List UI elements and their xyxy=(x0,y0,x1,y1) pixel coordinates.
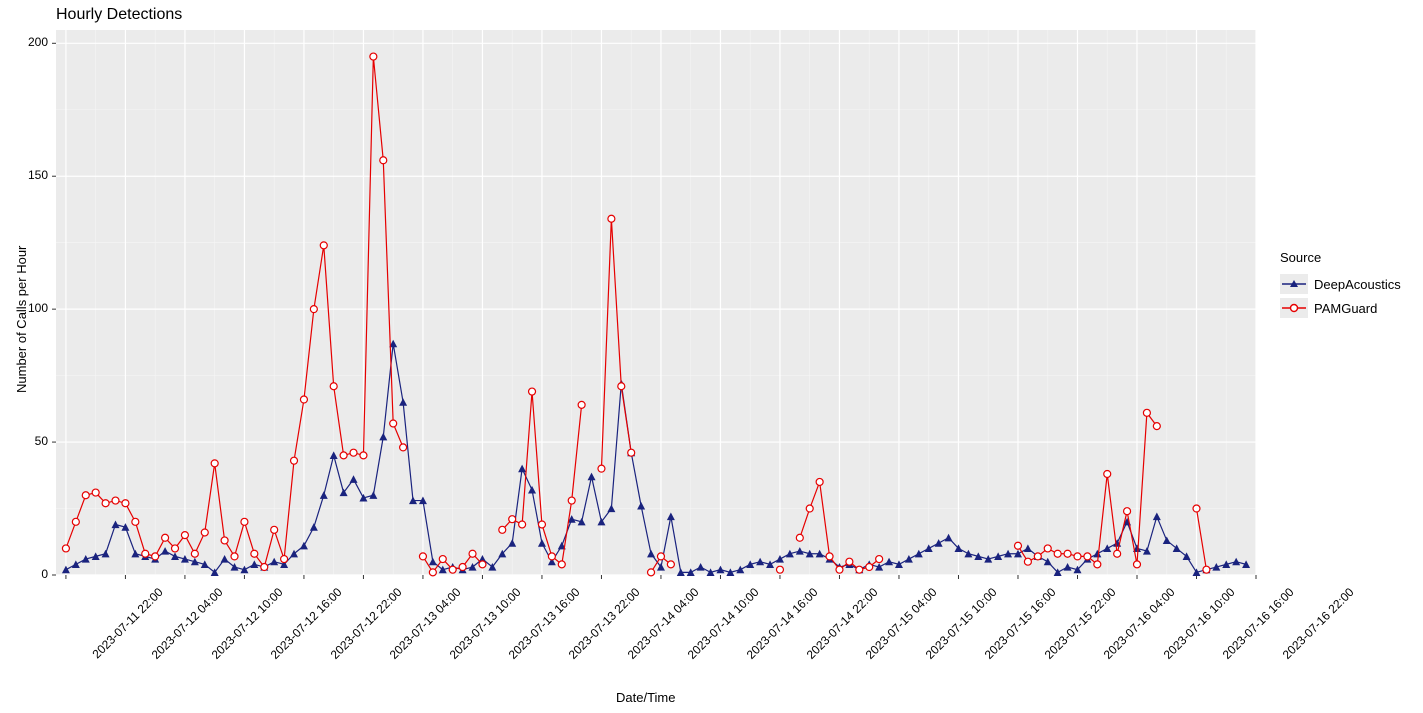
legend-label: PAMGuard xyxy=(1314,301,1377,316)
y-tick-label: 50 xyxy=(8,434,48,448)
chart-container: Hourly Detections Number of Calls per Ho… xyxy=(0,0,1423,713)
series-DeepAcoustics xyxy=(62,340,1250,576)
series-PAMGuard xyxy=(62,53,1209,576)
x-axis-title: Date/Time xyxy=(616,690,675,705)
y-tick-label: 200 xyxy=(8,35,48,49)
y-tick-label: 150 xyxy=(8,168,48,182)
legend-item: PAMGuard xyxy=(1280,297,1401,319)
y-tick-label: 100 xyxy=(8,301,48,315)
legend-title: Source xyxy=(1280,250,1401,265)
legend-swatch xyxy=(1280,298,1308,318)
legend-label: DeepAcoustics xyxy=(1314,277,1401,292)
legend-swatch xyxy=(1280,274,1308,294)
y-tick-label: 0 xyxy=(8,567,48,581)
y-axis-title: Number of Calls per Hour xyxy=(14,245,29,392)
legend-item: DeepAcoustics xyxy=(1280,273,1401,295)
legend: Source DeepAcoustics PAMGuard xyxy=(1280,250,1401,321)
